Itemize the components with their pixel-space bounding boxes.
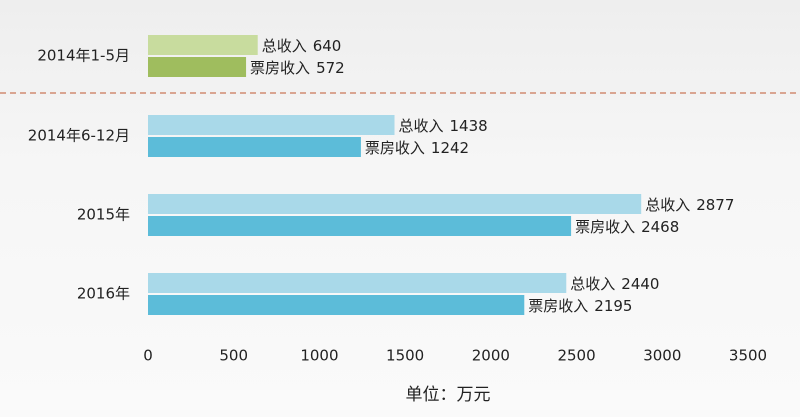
data-label-name: 票房收入 xyxy=(575,218,635,236)
bar xyxy=(148,57,247,77)
data-label-value: 2468 xyxy=(641,218,679,236)
bar xyxy=(148,35,258,55)
data-label: 票房收入 2468 xyxy=(575,218,679,236)
bar xyxy=(148,295,525,315)
data-label-name: 总收入 xyxy=(645,196,690,214)
bar xyxy=(148,137,361,157)
data-label: 总收入 2440 xyxy=(570,275,659,293)
bar xyxy=(148,216,572,236)
y-tick-label: 2015年 xyxy=(77,206,130,224)
data-label-name: 总收入 xyxy=(570,275,615,293)
data-label-name: 票房收入 xyxy=(528,297,588,315)
bar xyxy=(148,273,567,293)
x-tick-label: 2000 xyxy=(472,347,510,365)
data-label: 总收入 640 xyxy=(262,37,342,55)
data-label-name: 票房收入 xyxy=(250,59,310,77)
x-axis-label: 单位：万元 xyxy=(406,385,491,405)
y-tick-label: 2014年1-5月 xyxy=(37,47,130,65)
y-tick-label: 2014年6-12月 xyxy=(28,127,130,145)
x-tick-label: 1000 xyxy=(300,347,338,365)
bar xyxy=(148,115,395,135)
data-label-value: 1242 xyxy=(431,139,469,157)
data-label-value: 2440 xyxy=(621,275,659,293)
data-label-name: 票房收入 xyxy=(365,139,425,157)
data-label: 票房收入 572 xyxy=(250,59,345,77)
x-tick-label: 2500 xyxy=(557,347,595,365)
y-tick-label: 2016年 xyxy=(77,285,130,303)
data-label: 票房收入 2195 xyxy=(528,297,632,315)
data-label: 总收入 2877 xyxy=(645,196,734,214)
x-tick-label: 1500 xyxy=(386,347,424,365)
data-label-value: 2877 xyxy=(696,196,734,214)
data-label-value: 1438 xyxy=(450,117,488,135)
data-label-name: 总收入 xyxy=(262,37,307,55)
data-label-value: 640 xyxy=(313,37,342,55)
bar xyxy=(148,194,642,214)
x-tick-label: 3500 xyxy=(729,347,767,365)
x-tick-label: 3000 xyxy=(643,347,681,365)
data-label: 票房收入 1242 xyxy=(365,139,469,157)
x-tick-label: 500 xyxy=(219,347,248,365)
data-label-value: 572 xyxy=(316,59,345,77)
data-label: 总收入 1438 xyxy=(399,117,488,135)
data-label-name: 总收入 xyxy=(399,117,444,135)
x-tick-label: 0 xyxy=(143,347,153,365)
data-label-value: 2195 xyxy=(594,297,632,315)
